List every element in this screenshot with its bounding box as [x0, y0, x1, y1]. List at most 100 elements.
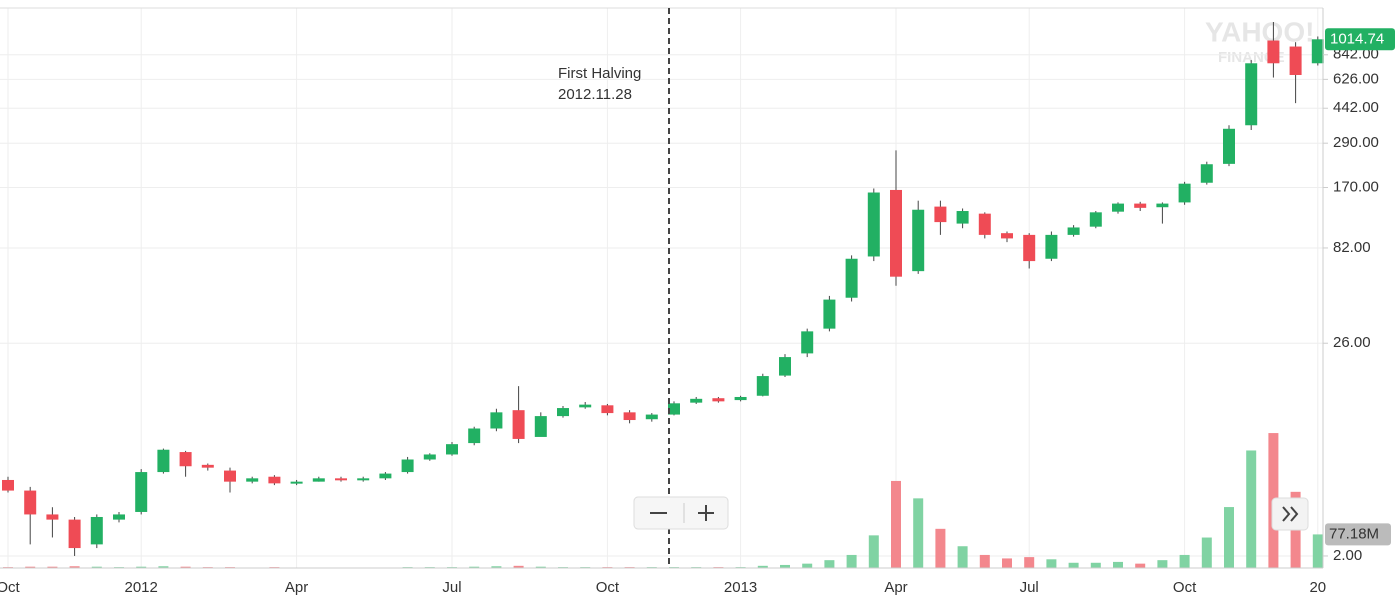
- x-tick-label: Oct: [0, 579, 20, 596]
- candle-body: [1156, 203, 1169, 208]
- volume-bar: [1068, 562, 1079, 568]
- candle-body: [401, 459, 414, 473]
- volume-bar: [513, 565, 524, 568]
- volume-bar: [1224, 507, 1234, 568]
- volume-bar: [1201, 537, 1212, 568]
- candle-body: [756, 376, 769, 396]
- candle-body: [446, 444, 458, 455]
- volume-bar: [535, 566, 546, 568]
- x-tick-label: 20: [1309, 579, 1326, 596]
- candle-body: [956, 211, 969, 224]
- candle-body: [490, 412, 503, 429]
- candle-body: [601, 405, 614, 414]
- candle-body: [290, 481, 303, 484]
- scroll-icon[interactable]: [1282, 506, 1299, 522]
- candle-body: [1267, 40, 1280, 64]
- scroll-button[interactable]: [1271, 497, 1309, 531]
- zoom-box: [633, 496, 729, 530]
- candle-body: [46, 514, 59, 520]
- candle-body: [623, 412, 636, 421]
- x-tick-label: Oct: [596, 579, 620, 596]
- volume-bar: [469, 566, 480, 568]
- candle-body: [712, 398, 725, 402]
- volume-bar: [913, 498, 924, 568]
- x-tick-label: Jul: [442, 579, 461, 596]
- candle-body: [179, 452, 192, 467]
- candle-body: [90, 516, 103, 545]
- candle-body: [335, 478, 347, 481]
- volume-bar: [158, 566, 169, 568]
- candle-body: [68, 519, 81, 549]
- volume-bar: [91, 566, 102, 568]
- volume-bar: [136, 566, 147, 568]
- candle-body: [734, 396, 747, 401]
- axis-layer: 2.0026.0082.00170.00290.00442.00626.0084…: [0, 28, 1395, 596]
- volume-bar: [780, 564, 790, 568]
- candle-body: [135, 472, 148, 512]
- volume-tag: [1325, 523, 1391, 546]
- candle-body: [1311, 39, 1324, 64]
- candle-body: [845, 258, 858, 298]
- candle-body: [201, 464, 214, 468]
- volume-bar: [1179, 554, 1190, 568]
- candle-body: [24, 490, 37, 515]
- volume-bar: [1024, 557, 1035, 568]
- x-tick-label: Apr: [285, 579, 308, 596]
- candle-body: [512, 410, 525, 439]
- candle-body: [357, 478, 370, 481]
- volume-bar: [69, 566, 80, 568]
- candle-body: [1223, 128, 1235, 164]
- watermark: YAHOO!: [1205, 16, 1314, 47]
- candle-body: [224, 470, 236, 482]
- candle-body: [2, 479, 14, 491]
- volume-bar: [891, 480, 901, 568]
- volume-bar: [1246, 450, 1257, 568]
- candle-body: [1289, 46, 1302, 75]
- volume-bar: [824, 560, 835, 568]
- candle-body: [978, 213, 991, 235]
- volume-bar: [1113, 561, 1123, 568]
- x-tick-label: 2013: [724, 579, 757, 596]
- volume-bar: [979, 554, 990, 568]
- candle-body: [867, 192, 880, 257]
- volume-bar: [1090, 562, 1101, 568]
- volume-bar: [1157, 560, 1168, 568]
- volume-bar: [757, 565, 768, 568]
- volume-bar: [491, 566, 502, 568]
- annotation-title: First Halving: [558, 65, 641, 82]
- zoom-controls: [633, 496, 729, 530]
- candle-body: [912, 209, 925, 272]
- candle-body: [534, 416, 547, 437]
- volume-bar: [846, 554, 857, 568]
- y-tick-label: 2.00: [1333, 547, 1362, 564]
- candle-body: [157, 449, 170, 473]
- candle-body: [1245, 63, 1258, 126]
- candle-body: [690, 398, 703, 403]
- volume-bar: [47, 566, 58, 568]
- candle-body: [1134, 203, 1147, 208]
- candle-body: [823, 299, 836, 329]
- candle-body: [1045, 234, 1058, 259]
- candle-body: [801, 331, 814, 354]
- candle-body: [890, 189, 902, 277]
- volume-bar: [180, 566, 191, 568]
- candle-body: [312, 478, 325, 482]
- candle-body: [645, 414, 658, 420]
- candle-layer: [2, 22, 1324, 556]
- price-tag-label: 1014.74: [1330, 30, 1384, 47]
- candle-body: [557, 408, 569, 417]
- volume-bar: [1135, 563, 1146, 568]
- volume-bar: [957, 546, 968, 568]
- x-tick-label: 2012: [125, 579, 158, 596]
- volume-bar: [25, 566, 36, 568]
- y-tick-label: 442.00: [1333, 99, 1379, 116]
- volume-tag-label: 77.18M: [1329, 525, 1379, 542]
- grid: [0, 8, 1323, 568]
- volume-bar: [1312, 534, 1323, 568]
- volume-bar: [1002, 558, 1012, 568]
- y-tick-label: 26.00: [1333, 334, 1371, 351]
- volume-bar: [868, 535, 879, 568]
- candle-body: [1200, 164, 1213, 183]
